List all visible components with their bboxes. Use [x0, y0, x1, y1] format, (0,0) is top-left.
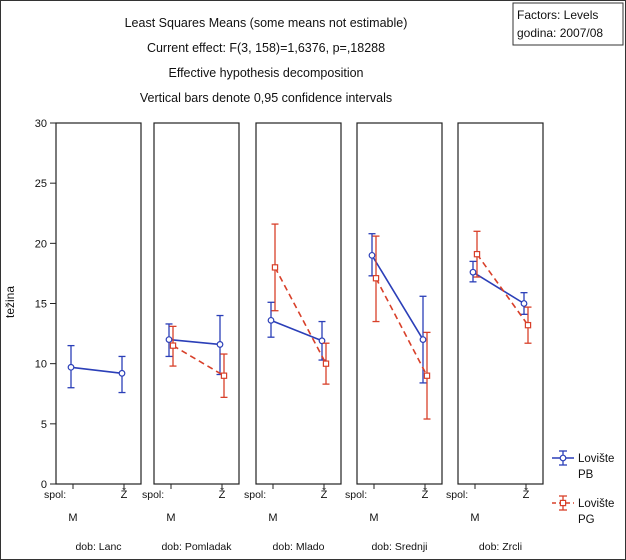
factors-box-line-2: godina: 2007/08: [517, 26, 603, 40]
y-tick-label: 30: [35, 118, 47, 130]
mean-point: [67, 363, 75, 371]
x-tick-label: M: [268, 512, 277, 524]
mean-point: [271, 264, 279, 271]
series-line: [375, 277, 428, 377]
mean-point: [220, 372, 228, 379]
panel-frame: [153, 122, 240, 485]
x-tick-label: Ž: [422, 488, 429, 501]
panel-label: dob: Srednji: [371, 541, 427, 553]
y-axis-ticks: 0 5 10 15 20 25 30: [35, 118, 56, 491]
legend-label-sub: PB: [578, 469, 594, 481]
x-tick-label: M: [166, 512, 175, 524]
mean-point: [423, 372, 431, 379]
x-tick-label: M: [369, 512, 378, 524]
legend-label-sub: PG: [578, 514, 595, 526]
legend-item-pb: Lovište PB: [552, 450, 614, 481]
series-pg: [372, 235, 431, 420]
panel-frame: [55, 122, 142, 485]
legend-item-pg: Lovište PG: [552, 495, 614, 526]
y-tick-label: 20: [35, 238, 47, 250]
x-factor-label: spol:: [446, 489, 468, 501]
legend-marker: [559, 499, 567, 507]
mean-point: [216, 341, 224, 348]
series-pg: [271, 223, 330, 385]
series-pb: [165, 314, 224, 376]
mean-point: [322, 360, 330, 367]
factors-box-line-1: Factors: Levels: [517, 8, 598, 22]
series-pb: [368, 233, 427, 384]
panel-frame: [255, 122, 342, 485]
series-line: [476, 253, 529, 326]
legend-marker: [559, 454, 567, 462]
mean-point: [473, 250, 481, 258]
factors-box-frame: [512, 2, 624, 46]
x-tick-label: M: [470, 512, 479, 524]
series-pg: [169, 325, 228, 399]
series-line: [70, 366, 123, 375]
series-line: [270, 319, 323, 342]
y-tick-label: 0: [41, 479, 47, 491]
series-line: [168, 338, 221, 346]
mean-point: [118, 369, 126, 377]
y-axis-label: težina: [3, 286, 17, 318]
mean-point: [469, 268, 477, 276]
mean-point: [520, 300, 528, 307]
x-factor-label: spol:: [142, 489, 164, 501]
x-tick-label: Ž: [523, 488, 530, 501]
panel-label: dob: Zrcli: [479, 541, 522, 553]
chart-legend: Lovište PB Lovište PG: [552, 450, 614, 526]
mean-point: [372, 275, 380, 282]
title-line-4: Vertical bars denote 0,95 confidence int…: [140, 91, 392, 105]
panel-label: dob: Mlado: [273, 541, 325, 553]
x-tick-label: Ž: [321, 488, 328, 501]
y-tick-label: 10: [35, 359, 47, 371]
chart-title: Least Squares Means (some means not esti…: [125, 16, 408, 105]
panel-frame: [356, 122, 443, 485]
y-tick-label: 15: [35, 299, 47, 311]
x-tick-label: Ž: [121, 488, 128, 501]
mean-point: [524, 321, 532, 329]
mean-point: [267, 316, 275, 324]
x-factor-label: spol:: [44, 489, 66, 501]
series-pg: [473, 230, 532, 344]
mean-point: [368, 251, 376, 259]
y-tick-label: 5: [41, 419, 47, 431]
x-factor-label: spol:: [244, 489, 266, 501]
x-tick-label: M: [68, 512, 77, 524]
mean-point: [419, 336, 427, 344]
legend-label: Lovište: [578, 453, 614, 465]
series-pb: [67, 344, 126, 394]
panel-frame: [457, 122, 544, 485]
mean-point: [318, 337, 326, 345]
factors-box: Factors: Levels godina: 2007/08: [512, 2, 624, 46]
series-line: [274, 267, 327, 365]
x-tick-label: Ž: [219, 488, 226, 501]
series-line: [371, 254, 424, 341]
title-line-3: Effective hypothesis decomposition: [168, 66, 363, 80]
series-pb: [267, 301, 326, 361]
panel-label: dob: Pomladak: [161, 541, 232, 553]
mean-point: [169, 342, 177, 349]
series-line: [472, 271, 525, 305]
title-line-1: Least Squares Means (some means not esti…: [125, 16, 408, 30]
x-factor-label: spol:: [345, 489, 367, 501]
legend-label: Lovište: [578, 498, 614, 510]
y-tick-label: 25: [35, 178, 47, 190]
title-line-2: Current effect: F(3, 158)=1,6376, p=,182…: [147, 41, 385, 55]
mean-point: [165, 336, 173, 344]
series-pb: [469, 260, 528, 315]
panel-label: dob: Lanc: [75, 541, 121, 553]
